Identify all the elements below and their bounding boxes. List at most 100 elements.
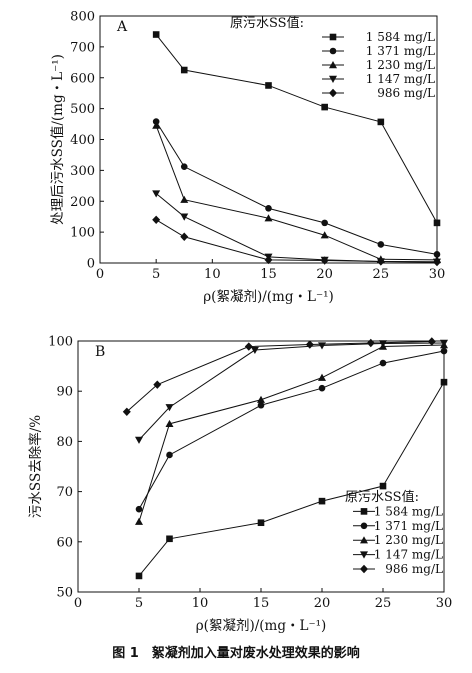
legend-marker: [360, 551, 368, 559]
legend-entry: 1 584 mg/L: [374, 504, 443, 518]
data-point: [265, 82, 272, 89]
data-point: [135, 517, 143, 525]
data-point: [152, 118, 160, 125]
data-point: [250, 346, 259, 355]
series-1: [135, 378, 448, 580]
data-point: [320, 231, 329, 239]
data-point: [265, 205, 272, 212]
legend-entry: 1 371 mg/L: [366, 44, 435, 58]
data-point: [318, 497, 326, 505]
panel-label: B: [95, 344, 105, 360]
data-point: [180, 213, 189, 221]
data-point: [152, 121, 161, 129]
figure-caption: 图 1 絮凝剂加入量对废水处理效果的影响: [112, 646, 360, 661]
data-point: [318, 373, 326, 381]
data-point: [440, 339, 448, 348]
data-point: [264, 255, 273, 265]
legend-marker: [360, 564, 368, 574]
data-point: [440, 347, 448, 355]
series-line: [138, 381, 445, 577]
legend-marker: [329, 75, 337, 83]
legend-title: 原污水SS值:: [345, 489, 419, 505]
series-2: [135, 347, 448, 513]
x-tick-label: 20: [316, 267, 333, 282]
data-point: [180, 66, 188, 74]
y-tick-label: 60: [56, 535, 73, 550]
data-point: [376, 257, 385, 266]
y-tick-label: 500: [70, 102, 95, 117]
data-point: [440, 378, 448, 386]
x-tick-label: 30: [436, 596, 453, 611]
data-point: [257, 401, 265, 409]
x-tick-label: 5: [152, 267, 160, 282]
data-point: [152, 31, 160, 38]
x-tick-label: 10: [204, 267, 221, 282]
data-point: [166, 535, 173, 543]
x-tick-label: 30: [429, 267, 446, 282]
x-axis-label: ρ(絮凝剂)/(mg・L⁻¹): [203, 288, 334, 305]
series-5: [122, 337, 436, 416]
data-point: [180, 163, 188, 170]
x-tick-label: 20: [314, 596, 331, 611]
data-point: [264, 214, 273, 222]
data-point: [257, 519, 265, 527]
legend-marker: [329, 61, 337, 69]
series-3: [152, 121, 441, 264]
chart-panel-a: 0 5 10 15 20 25 300100200300400500600700800Aρ(…: [50, 10, 445, 306]
y-tick-label: 70: [56, 485, 73, 500]
series-line: [155, 34, 438, 224]
data-point: [379, 359, 387, 367]
figure-svg: 0 5 10 15 20 25 300100200300400500600700800Aρ(…: [27, 10, 452, 635]
chart-panel-b: 0 5 10 15 20 25 30 50 60 70 80 90 100 Bρ(絮凝剂)/(mg・L⁻¹…: [27, 335, 452, 635]
y-tick-label: 300: [70, 164, 95, 179]
data-point: [135, 505, 143, 513]
x-tick-label: 25: [373, 267, 390, 282]
data-point: [180, 232, 189, 241]
series-line: [138, 344, 445, 522]
data-point: [318, 384, 326, 392]
legend-marker: [329, 33, 337, 41]
series-line: [126, 341, 432, 413]
data-point: [433, 257, 441, 267]
data-point: [321, 219, 328, 227]
data-point: [257, 395, 265, 403]
y-tick-label: 400: [70, 133, 95, 148]
data-point: [377, 118, 385, 126]
y-tick-label: 100: [48, 335, 73, 350]
data-point: [244, 342, 253, 351]
y-tick-label: 80: [56, 435, 73, 450]
series-line: [155, 121, 438, 255]
series-line: [155, 125, 438, 261]
legend-title: 原污水SS值:: [230, 15, 304, 31]
y-axis-label: 处理后污水SS值/(mg・L⁻¹): [50, 54, 66, 225]
series-4: [152, 190, 441, 266]
data-point: [166, 451, 173, 459]
x-tick-label: 10: [192, 596, 209, 611]
data-point: [135, 436, 143, 444]
y-axis-label: 污水SS去除率/%: [27, 415, 44, 518]
y-tick-label: 700: [70, 40, 95, 55]
y-tick-label: 600: [70, 71, 95, 86]
legend-entry: 1 584 mg/L: [366, 30, 435, 44]
series-5: [152, 215, 441, 267]
legend-marker: [360, 536, 368, 544]
data-point: [379, 482, 387, 490]
x-tick-label: 25: [375, 596, 392, 611]
legend-entry: 1 147 mg/L: [374, 548, 443, 562]
x-tick-label: 5: [135, 596, 143, 611]
y-tick-label: 90: [56, 385, 73, 400]
data-point: [366, 338, 375, 348]
data-point: [152, 215, 161, 224]
series-line: [155, 193, 438, 263]
data-point: [433, 219, 441, 227]
legend-entry: 1 230 mg/L: [374, 533, 443, 547]
series-1: [152, 31, 441, 227]
data-point: [320, 256, 329, 265]
x-tick-label: 15: [253, 596, 270, 611]
panel-label: A: [116, 19, 128, 35]
legend-entry: 1 371 mg/L: [374, 519, 443, 533]
legend-entry: 986 mg/L: [385, 562, 443, 576]
data-point: [165, 419, 174, 428]
legend-marker: [360, 522, 368, 530]
data-point: [180, 195, 189, 203]
